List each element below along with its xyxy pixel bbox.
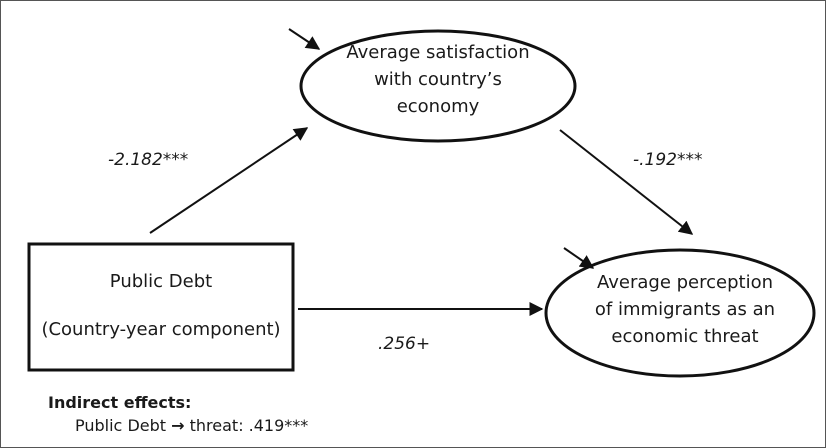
indirect-value: threat: .419***	[189, 416, 309, 435]
indirect-effects-title: Indirect effects:	[48, 393, 192, 412]
indirect-from: Public Debt	[75, 416, 167, 435]
public-debt-line-1: Public Debt	[109, 271, 213, 292]
error-arrow-threat	[563, 247, 595, 269]
coef-debt-to-satisfaction: -2.182***	[108, 150, 189, 170]
public-debt-line-2: (Country-year component)	[41, 319, 281, 340]
right-arrow-icon: →	[171, 416, 185, 435]
threat-line-2: of immigrants as an	[594, 299, 776, 320]
threat-node-label: Average perception of immigrants as an e…	[570, 269, 800, 350]
arrow-satisfaction-to-threat	[559, 129, 694, 235]
threat-node	[544, 248, 816, 378]
public-debt-node	[27, 242, 295, 372]
satisfaction-line-2: with country’s	[374, 69, 502, 90]
threat-line-1: Average perception	[596, 272, 774, 293]
satisfaction-line-3: economy	[396, 96, 480, 117]
error-arrow-satisfaction	[288, 28, 321, 50]
coef-satisfaction-to-threat: -.192***	[633, 150, 703, 170]
indirect-effect-row: Public Debt → threat: .419***	[75, 416, 308, 435]
satisfaction-node	[299, 29, 577, 143]
coef-debt-to-threat: .256+	[378, 334, 431, 354]
satisfaction-node-label: Average satisfaction with country’s econ…	[318, 39, 558, 120]
public-debt-node-label: Public Debt (Country-year component)	[30, 268, 292, 343]
satisfaction-line-1: Average satisfaction	[346, 42, 530, 63]
threat-line-3: economic threat	[611, 326, 759, 347]
arrow-debt-to-satisfaction	[149, 127, 309, 234]
